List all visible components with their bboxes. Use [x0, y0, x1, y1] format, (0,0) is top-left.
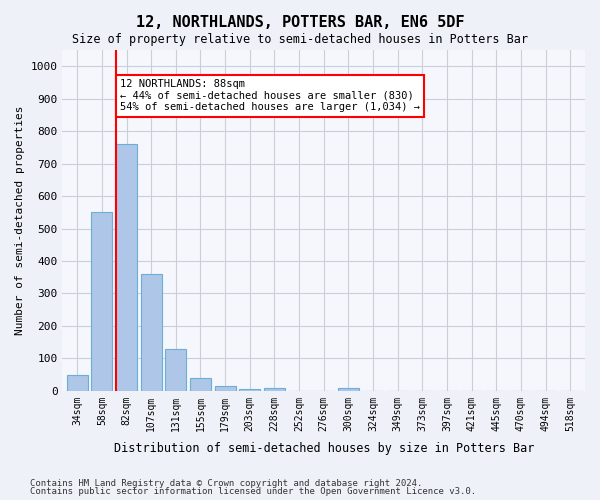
Bar	[239, 389, 260, 391]
Bar	[91, 212, 112, 391]
X-axis label: Distribution of semi-detached houses by size in Potters Bar: Distribution of semi-detached houses by …	[113, 442, 534, 455]
Bar	[116, 144, 137, 391]
Bar	[166, 348, 186, 391]
Text: Size of property relative to semi-detached houses in Potters Bar: Size of property relative to semi-detach…	[72, 32, 528, 46]
Bar	[190, 378, 211, 391]
Text: 12, NORTHLANDS, POTTERS BAR, EN6 5DF: 12, NORTHLANDS, POTTERS BAR, EN6 5DF	[136, 15, 464, 30]
Bar	[264, 388, 285, 391]
Text: Contains public sector information licensed under the Open Government Licence v3: Contains public sector information licen…	[30, 487, 476, 496]
Bar	[140, 274, 161, 391]
Bar	[338, 388, 359, 391]
Y-axis label: Number of semi-detached properties: Number of semi-detached properties	[15, 106, 25, 335]
Text: Contains HM Land Registry data © Crown copyright and database right 2024.: Contains HM Land Registry data © Crown c…	[30, 478, 422, 488]
Text: 12 NORTHLANDS: 88sqm
← 44% of semi-detached houses are smaller (830)
54% of semi: 12 NORTHLANDS: 88sqm ← 44% of semi-detac…	[120, 79, 420, 112]
Bar	[215, 386, 236, 391]
Bar	[67, 374, 88, 391]
